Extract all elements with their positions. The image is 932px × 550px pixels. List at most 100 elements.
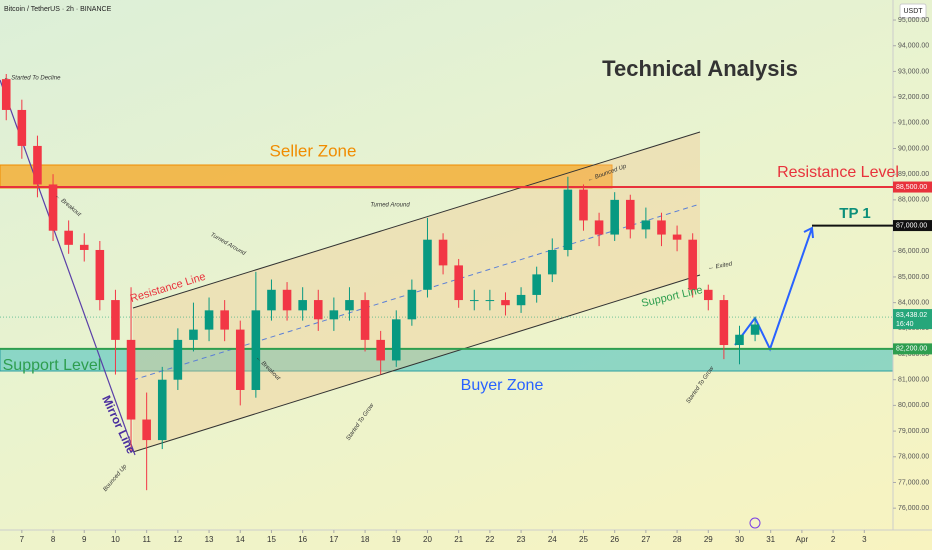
candle-body bbox=[594, 220, 604, 235]
candle-body bbox=[563, 189, 573, 250]
candle-body bbox=[17, 109, 27, 146]
candle-body bbox=[189, 329, 198, 340]
annotation: Turned Around bbox=[209, 232, 247, 257]
x-tick-label: 11 bbox=[142, 535, 151, 544]
x-tick-label: 22 bbox=[485, 535, 494, 544]
candle-body bbox=[157, 379, 167, 441]
x-tick-label: 13 bbox=[205, 535, 214, 544]
x-tick-label: 7 bbox=[20, 535, 25, 544]
x-tick-label: 21 bbox=[454, 535, 463, 544]
y-tick-label: 80,000.00 bbox=[898, 402, 929, 409]
level-label: 88,500.00 bbox=[896, 184, 927, 191]
y-tick-label: 95,000.00 bbox=[898, 17, 929, 24]
annotation: Started To Grow bbox=[346, 402, 376, 442]
candle-body bbox=[703, 289, 713, 301]
x-tick-label: 10 bbox=[111, 535, 120, 544]
x-tick-label: 2 bbox=[831, 535, 836, 544]
candle-body bbox=[235, 329, 245, 390]
annotation: Seller Zone bbox=[270, 141, 357, 160]
candle-body bbox=[657, 220, 666, 235]
y-tick-label: 92,000.00 bbox=[898, 94, 929, 101]
candle-body bbox=[1, 79, 11, 110]
level-box bbox=[893, 343, 932, 355]
candle-body bbox=[126, 339, 136, 420]
candle-body bbox=[298, 300, 307, 311]
x-tick-label: 27 bbox=[641, 535, 650, 544]
x-tick-label: 14 bbox=[236, 535, 245, 544]
candle-body bbox=[719, 300, 729, 346]
x-tick-label: 3 bbox=[862, 535, 867, 544]
y-tick-label: 78,000.00 bbox=[898, 454, 929, 461]
current-price-box bbox=[893, 309, 932, 330]
seller-zone bbox=[0, 164, 613, 189]
y-tick-label: 94,000.00 bbox=[898, 43, 929, 50]
forecast-arrow bbox=[734, 227, 813, 352]
drawings bbox=[0, 0, 932, 531]
candle-body bbox=[407, 289, 417, 320]
candle-body bbox=[579, 189, 588, 221]
candle-body bbox=[625, 199, 635, 230]
candle-body bbox=[220, 310, 229, 330]
annotation: Support Level bbox=[3, 357, 102, 374]
symbol: Bitcoin / TetherUS · 2h · BINANCE bbox=[4, 6, 112, 13]
candle-body bbox=[469, 300, 479, 302]
annotation: ← Exited bbox=[708, 261, 734, 271]
arrow-head bbox=[803, 226, 814, 239]
x-tick-label: 20 bbox=[423, 535, 432, 544]
y-tick-label: 84,000.00 bbox=[898, 299, 929, 306]
annotation: Resistance Level bbox=[777, 164, 899, 181]
annotation: Turned Around bbox=[370, 203, 410, 209]
candle-body bbox=[376, 339, 385, 361]
x-tick-label: 9 bbox=[82, 535, 87, 544]
y-tick-label: 93,000.00 bbox=[898, 68, 929, 75]
currency[interactable]: USDT bbox=[903, 8, 923, 15]
candle-body bbox=[423, 239, 432, 290]
y-tick-label: 91,000.00 bbox=[898, 120, 929, 127]
candle-body bbox=[501, 300, 510, 306]
x-tick-label: 16 bbox=[298, 535, 307, 544]
candle-body bbox=[750, 324, 760, 335]
candle-body bbox=[267, 289, 276, 311]
candle-body bbox=[485, 300, 495, 302]
annotation: Bounced Up bbox=[103, 463, 129, 493]
y-tick-label: 76,000.00 bbox=[898, 505, 929, 512]
x-tick-label: 18 bbox=[361, 535, 370, 544]
level-box bbox=[893, 220, 932, 232]
currency-box[interactable] bbox=[899, 3, 927, 19]
x-tick-label: 26 bbox=[610, 535, 619, 544]
y-tick-label: 89,000.00 bbox=[898, 171, 929, 178]
candle-body bbox=[438, 239, 448, 266]
annotation: ← Started To Decline bbox=[4, 76, 61, 82]
candle-body bbox=[33, 145, 42, 185]
candle-body bbox=[79, 244, 89, 250]
x-tick-label: 23 bbox=[517, 535, 526, 544]
candle-body bbox=[48, 184, 58, 231]
candle-body bbox=[111, 300, 120, 340]
channel-bottom bbox=[132, 274, 701, 453]
y-tick-label: 88,000.00 bbox=[898, 197, 929, 204]
candle-body bbox=[735, 334, 744, 346]
candle-body bbox=[95, 249, 105, 301]
candle-body bbox=[313, 300, 323, 320]
level-label: 82,200.00 bbox=[896, 346, 927, 353]
candle-body bbox=[688, 239, 697, 290]
candle-body bbox=[391, 319, 401, 361]
y-tick-label: 77,000.00 bbox=[898, 479, 929, 486]
candle-body bbox=[532, 274, 541, 295]
candle-body bbox=[454, 265, 463, 301]
y-tick-label: 79,000.00 bbox=[898, 428, 929, 435]
candle-body bbox=[547, 249, 557, 275]
x-tick-label: 19 bbox=[392, 535, 401, 544]
y-tick-label: 81,000.00 bbox=[898, 377, 929, 384]
event-icon bbox=[749, 517, 761, 529]
candle-body bbox=[204, 310, 214, 330]
level-box bbox=[893, 181, 932, 193]
x-tick-label: 8 bbox=[51, 535, 56, 544]
x-tick-label: 17 bbox=[329, 535, 338, 544]
candle-body bbox=[329, 310, 339, 320]
y-tick-label: 90,000.00 bbox=[898, 145, 929, 152]
candle-body bbox=[173, 339, 183, 380]
candle-body bbox=[672, 234, 682, 240]
